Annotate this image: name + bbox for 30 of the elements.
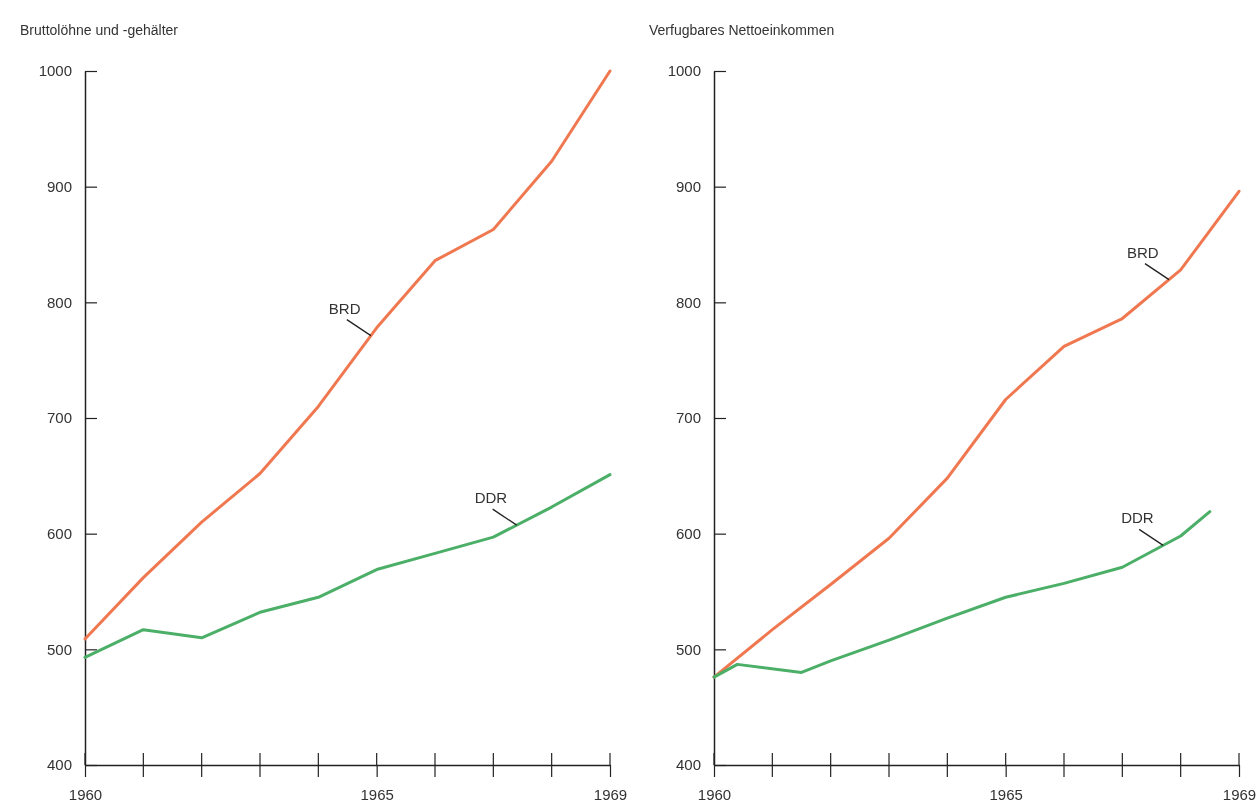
chart-title: Verfugbares Nettoeinkommen bbox=[649, 22, 835, 38]
y-tick-label: 800 bbox=[46, 293, 72, 311]
x-tick-label: 1965 bbox=[989, 785, 1023, 803]
x-tick-label: 1969 bbox=[1222, 785, 1257, 803]
line-series bbox=[83, 69, 612, 641]
x-tick-label: 1960 bbox=[68, 785, 103, 803]
series-label: DDR bbox=[474, 489, 508, 507]
y-tick-label: 1000 bbox=[38, 62, 72, 80]
line-series bbox=[83, 473, 612, 659]
y-tick-label: 500 bbox=[675, 640, 701, 658]
series-label: DDR bbox=[1121, 509, 1154, 527]
chart-title: Bruttolöhne und -gehälter bbox=[20, 22, 179, 38]
y-tick-label: 600 bbox=[675, 524, 701, 542]
line-series bbox=[712, 189, 1241, 679]
x-tick-label: 1965 bbox=[360, 785, 394, 803]
series-label: BRD bbox=[328, 299, 361, 317]
y-tick-label: 400 bbox=[46, 756, 72, 774]
x-tick-label: 1969 bbox=[593, 785, 628, 803]
x-tick-label: 1960 bbox=[697, 785, 732, 803]
y-tick-label: 500 bbox=[46, 640, 72, 658]
y-tick-label: 400 bbox=[675, 756, 701, 774]
y-tick-label: 900 bbox=[675, 177, 701, 195]
y-tick-label: 700 bbox=[46, 409, 72, 427]
line-series bbox=[712, 510, 1212, 679]
y-tick-label: 600 bbox=[46, 524, 72, 542]
y-tick-label: 800 bbox=[675, 293, 701, 311]
y-tick-label: 700 bbox=[675, 409, 701, 427]
series-label: BRD bbox=[1127, 243, 1159, 261]
y-tick-label: 1000 bbox=[667, 62, 701, 80]
y-tick-label: 900 bbox=[46, 177, 72, 195]
